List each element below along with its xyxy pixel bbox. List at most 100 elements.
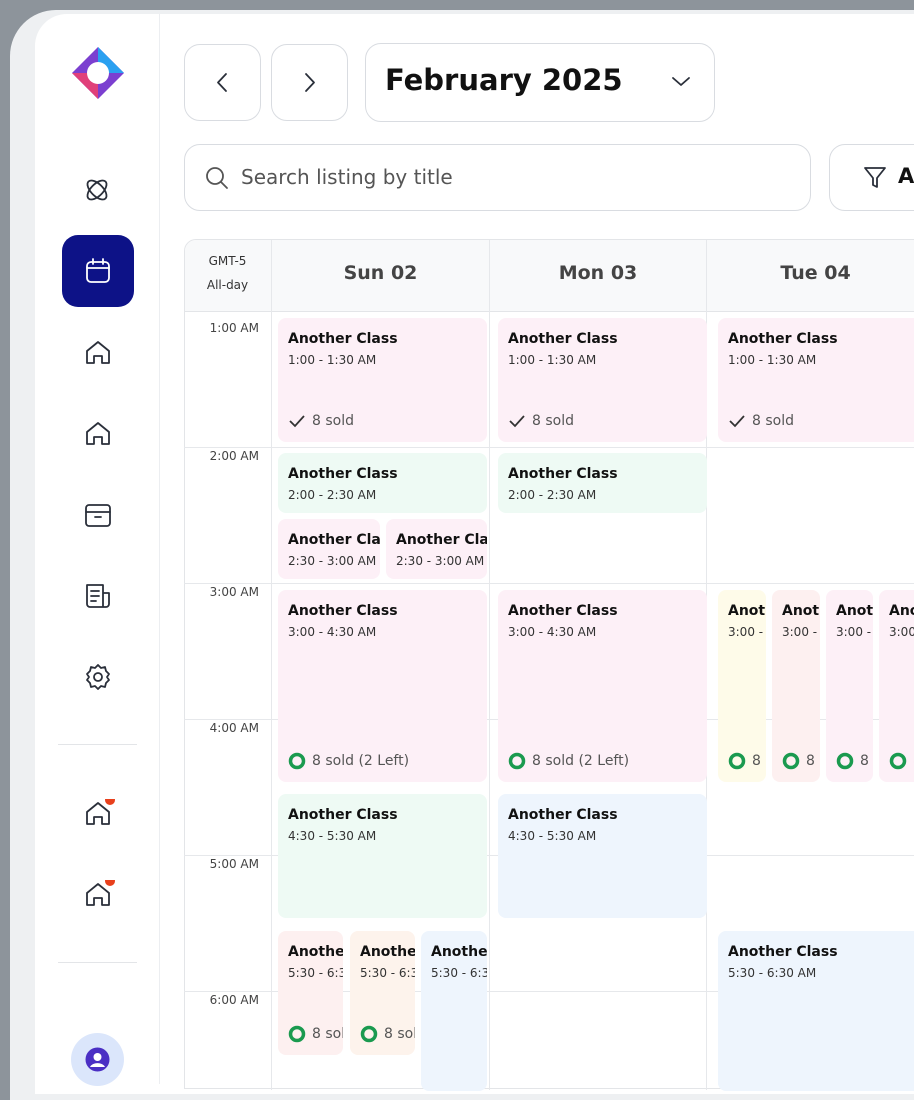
event-card[interactable]: Another Class 4:30 - 5:30 AM [278, 794, 487, 918]
event-card[interactable]: Another Class 4:30 - 5:30 AM [498, 794, 707, 918]
status-text: 8 sold [312, 413, 354, 429]
calendar-header [185, 240, 914, 312]
status-icon [288, 752, 306, 770]
event-status: 8 sold (2 Left) [728, 752, 766, 770]
event-status: 8 sold (2 Left) [889, 752, 914, 770]
event-time: 2:30 - 3:00 AM [396, 554, 485, 568]
event-time: 5:30 - 6:30 AM [288, 966, 343, 980]
event-title: Another Class [288, 331, 398, 347]
status-icon [360, 1025, 378, 1043]
event-card[interactable]: Another Class 3:00 - 4:30 AM 8 sold (2 Lef… [718, 590, 766, 782]
status-text: 8 sold (2 Left) [312, 753, 410, 769]
status-text: 8 sold (2 Left) [532, 753, 630, 769]
status-icon [782, 752, 800, 770]
event-card[interactable]: Another Class 5:30 - 6:30 AM 8 sold [278, 931, 343, 1055]
event-card[interactable]: Another Class 3:00 - 4:30 AM 8 sold (2 Lef… [879, 590, 914, 782]
time-label: 1:00 AM [209, 321, 259, 335]
month-label: February 2025 [385, 63, 623, 97]
status-icon [889, 752, 907, 770]
nav-icon[interactable] [83, 338, 113, 368]
event-title: Another Class [360, 944, 415, 960]
time-label: 4:00 AM [209, 721, 259, 735]
event-time: 3:00 - 4:30 AM [836, 625, 873, 639]
event-card[interactable]: Another Class 5:30 - 6:30 AM [421, 931, 487, 1091]
column-line [271, 240, 272, 1090]
event-title: Another Class [836, 603, 873, 619]
event-time: 1:00 - 1:30 AM [288, 353, 377, 367]
event-title: Another Class [889, 603, 914, 619]
divider [58, 744, 137, 745]
event-title: Another Class [288, 603, 398, 619]
column-line [489, 240, 490, 1090]
hour-line [184, 583, 914, 584]
event-title: Another Class [396, 532, 487, 548]
event-title: Another Class [728, 944, 838, 960]
event-status: 8 sold [288, 1025, 343, 1043]
event-card[interactable]: Another Class 3:00 - 4:30 AM 8 sold (2 Lef… [772, 590, 820, 782]
event-time: 2:30 - 3:00 AM [288, 554, 377, 568]
chevron-left [217, 73, 227, 92]
prev-button[interactable] [184, 44, 261, 121]
event-title: Another Class [508, 466, 618, 482]
nav-icon[interactable] [83, 581, 113, 611]
nav-icon[interactable] [83, 799, 115, 829]
day-header: Mon 03 [558, 262, 638, 284]
event-status: 8 sold [508, 412, 574, 430]
event-card[interactable]: Another Class 2:00 - 2:30 AM [498, 453, 707, 513]
event-title: Another Class [288, 944, 343, 960]
event-title: Another Class [728, 603, 766, 619]
event-title: Another Class [288, 807, 398, 823]
event-card[interactable]: Another Class 2:30 - 3:00 AM [278, 519, 380, 579]
nav-icon[interactable] [83, 880, 115, 910]
event-card[interactable]: Another Class 2:00 - 2:30 AM [278, 453, 487, 513]
nav-icon[interactable] [82, 175, 112, 205]
event-card[interactable]: Another Class 2:30 - 3:00 AM [386, 519, 487, 579]
event-time: 5:30 - 6:30 AM [360, 966, 415, 980]
filter-label: A [898, 164, 914, 188]
timezone: GMT-5 [208, 254, 247, 268]
event-status: 8 sold (2 Left) [288, 752, 409, 770]
nav-icon[interactable] [83, 662, 113, 692]
event-title: Another Class [782, 603, 820, 619]
event-card[interactable]: Another Class 3:00 - 4:30 AM 8 sold (2 Lef… [278, 590, 487, 782]
next-button[interactable] [271, 44, 348, 121]
event-time: 5:30 - 6:30 AM [431, 966, 487, 980]
event-time: 3:00 - 4:30 AM [728, 625, 766, 639]
nav-active[interactable] [62, 235, 134, 307]
event-card[interactable]: Another Class 3:00 - 4:30 AM 8 sold (2 Lef… [498, 590, 707, 782]
event-card[interactable]: Another Class 1:00 - 1:30 AM 8 sold [278, 318, 487, 442]
nav-icon[interactable] [83, 419, 113, 449]
event-time: 1:00 - 1:30 AM [728, 353, 817, 367]
status-icon [508, 752, 526, 770]
status-icon [288, 1025, 306, 1043]
hour-line [184, 991, 914, 992]
event-time: 3:00 - 4:30 AM [782, 625, 820, 639]
event-time: 1:00 - 1:30 AM [508, 353, 597, 367]
status-icon [836, 752, 854, 770]
month-dropdown[interactable] [365, 43, 715, 122]
event-card[interactable]: Another Class 5:30 - 6:30 AM [718, 931, 914, 1091]
event-card[interactable]: Another Class 3:00 - 4:30 AM 8 sold (2 Lef… [826, 590, 873, 782]
search-icon [206, 167, 228, 189]
status-text: 8 sold (2 Left) [752, 753, 766, 769]
chevron-down [672, 77, 690, 86]
hour-line [184, 447, 914, 448]
status-text: 8 sold [532, 413, 574, 429]
status-text: 8 sold [752, 413, 794, 429]
event-card[interactable]: Another Class 5:30 - 6:30 AM 8 sold [350, 931, 415, 1055]
nav-icon[interactable] [83, 500, 113, 530]
filter-icon [864, 167, 886, 188]
status-icon [289, 415, 305, 428]
event-status: 8 sold (2 Left) [508, 752, 629, 770]
divider [58, 962, 137, 963]
event-card[interactable]: Another Class 1:00 - 1:30 AM 8 sold [718, 318, 914, 442]
time-label: 2:00 AM [209, 449, 259, 463]
status-text: 8 sold (2 Left) [860, 753, 873, 769]
event-title: Another Class [288, 466, 398, 482]
search-input[interactable] [184, 144, 811, 211]
day-header: Sun 02 [343, 262, 418, 284]
status-text: 8 sold [312, 1026, 343, 1042]
logo [72, 47, 124, 99]
event-status: 8 sold [728, 412, 794, 430]
event-card[interactable]: Another Class 1:00 - 1:30 AM 8 sold [498, 318, 707, 442]
